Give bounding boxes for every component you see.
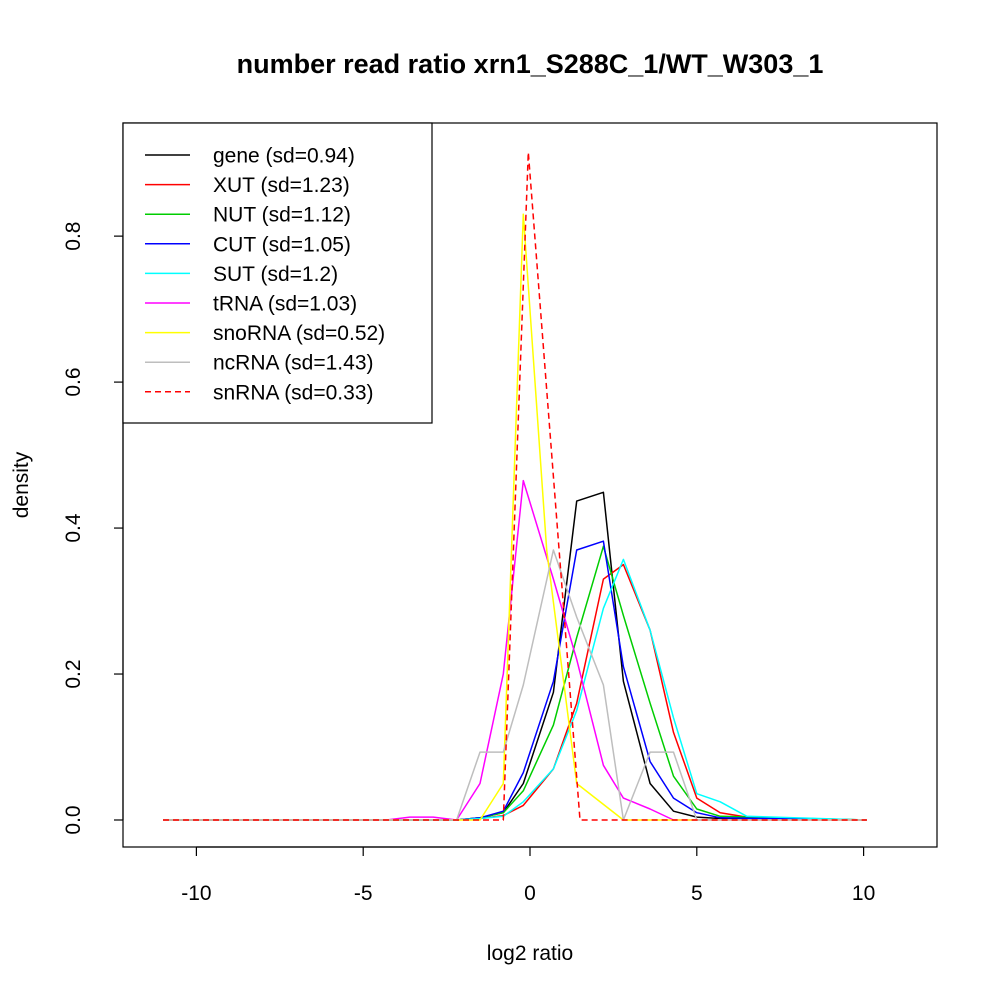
series-line-0 xyxy=(163,491,867,821)
y-axis: 0.0 0.2 0.4 0.6 0.8 xyxy=(62,222,124,835)
legend-label-6: snoRNA (sd=0.52) xyxy=(213,322,385,345)
y-tick-label: 0.8 xyxy=(62,222,85,251)
y-axis-label: density xyxy=(10,451,33,518)
series-line-7 xyxy=(163,549,867,821)
legend-label-7: ncRNA (sd=1.43) xyxy=(213,352,374,375)
x-tick-label: 5 xyxy=(691,882,703,905)
series-line-1 xyxy=(163,563,867,821)
x-tick-label: -10 xyxy=(181,882,211,905)
x-tick-label: 0 xyxy=(524,882,536,905)
y-tick-label: 0.4 xyxy=(62,513,85,543)
series-line-6 xyxy=(163,213,867,821)
y-tick-label: 0.6 xyxy=(62,367,85,396)
x-axis-label: log2 ratio xyxy=(487,942,573,965)
legend-label-3: CUT (sd=1.05) xyxy=(213,233,351,256)
y-tick-label: 0.2 xyxy=(62,659,85,688)
legend-label-0: gene (sd=0.94) xyxy=(213,145,355,168)
series-line-5 xyxy=(163,479,867,821)
legend-label-1: XUT (sd=1.23) xyxy=(213,174,350,197)
legend-label-4: SUT (sd=1.2) xyxy=(213,263,338,286)
legend: gene (sd=0.94) XUT (sd=1.23) NUT (sd=1.12)… xyxy=(122,122,433,424)
legend-label-2: NUT (sd=1.12) xyxy=(213,204,351,227)
x-axis: -10 -5 0 5 10 xyxy=(181,846,875,905)
chart-title: number read ratio xrn1_S288C_1/WT_W303_1 xyxy=(237,49,824,79)
x-tick-label: -5 xyxy=(354,882,373,905)
legend-label-8: snRNA (sd=0.33) xyxy=(213,381,374,404)
series-line-4 xyxy=(163,558,867,821)
legend-label-5: tRNA (sd=1.03) xyxy=(213,293,357,316)
series-line-3 xyxy=(163,540,867,821)
y-tick-label: 0.0 xyxy=(62,805,85,834)
x-tick-label: 10 xyxy=(852,882,875,905)
series-line-2 xyxy=(163,545,867,821)
series-layer xyxy=(163,151,867,821)
series-line-8 xyxy=(163,151,867,821)
